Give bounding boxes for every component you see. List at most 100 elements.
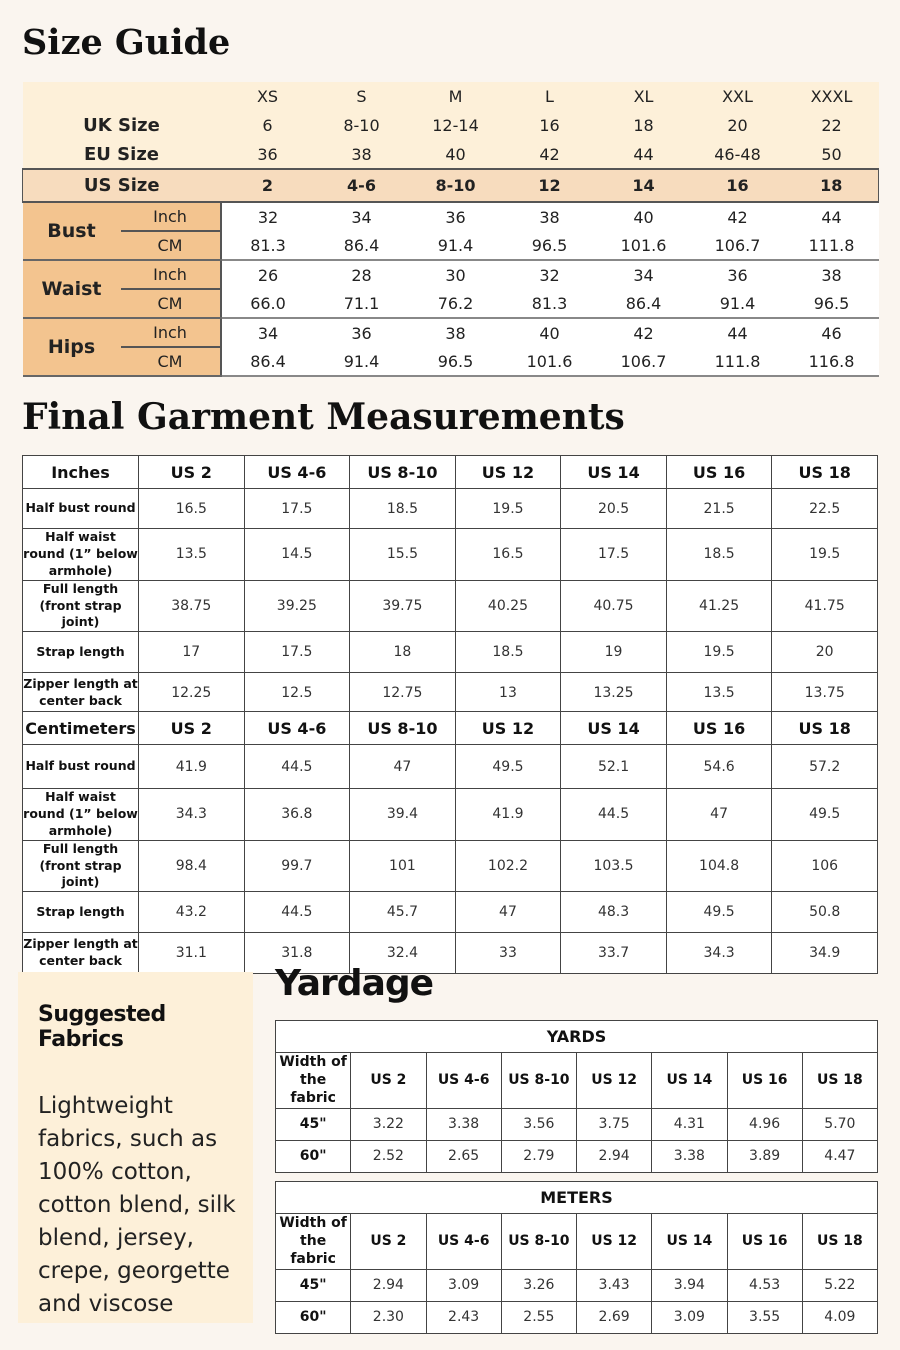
width-of-fabric-label: Width of the fabric (274, 1213, 352, 1270)
value-cell: 45.7 (349, 891, 456, 934)
value-cell: 13.75 (771, 672, 878, 715)
value-cell: 17 (138, 631, 245, 674)
measure-cell: 42 (690, 202, 785, 231)
value-cell: 49.5 (454, 744, 562, 789)
waist-inch-row: Waist Inch 26 28 30 32 34 36 38 (22, 260, 879, 319)
value-cell: 34.3 (665, 932, 773, 975)
width-of-fabric-label: Width of the fabric (274, 1052, 352, 1109)
hips-cm-row: CM 86.4 91.4 96.5 101.6 106.7 111.8 116.8 (23, 347, 879, 377)
waist-label: Waist (22, 260, 121, 319)
value-cell: 2.94 (575, 1139, 653, 1173)
uk-size-cell: 18 (596, 111, 691, 140)
eu-size-cell: 50 (784, 140, 879, 169)
measure-cell: 34 (314, 202, 409, 231)
size-column-header: US 18 (801, 1052, 879, 1109)
measure-cell: 36 (690, 260, 785, 289)
value-cell: 2.94 (350, 1268, 427, 1302)
row-label: Full length (front strap joint) (22, 839, 139, 893)
header-row: Width of the fabric US 2 US 4-6 US 8-10 US 1… (274, 1213, 879, 1270)
measure-cell: 38 (408, 318, 503, 347)
eu-size-cell: 36 (220, 140, 315, 169)
measurement-row: Zipper length at center back 12.25 12.5 12.… (22, 672, 878, 715)
size-column-header: US 4-6 (425, 1213, 502, 1270)
measure-cell: 32 (220, 202, 315, 231)
inches-header: Inches (22, 455, 139, 489)
value-cell: 3.89 (726, 1139, 803, 1173)
measure-cell: 116.8 (784, 347, 879, 377)
value-cell: 12.75 (349, 672, 456, 715)
measure-cell: 91.4 (314, 347, 409, 377)
unit-cm-label: CM (120, 347, 222, 377)
measure-cell: 44 (784, 202, 879, 231)
value-cell: 17.5 (243, 631, 351, 674)
value-cell: 44.5 (560, 788, 667, 841)
value-cell: 5.22 (801, 1268, 879, 1302)
us-size-cell: 2 (220, 168, 315, 203)
yards-caption: YARDS (275, 1020, 878, 1053)
header-row: Width of the fabric US 2 US 4-6 US 8-10 US 1… (274, 1052, 879, 1109)
value-cell: 54.6 (665, 744, 773, 789)
fabric-width-label: 60" (274, 1139, 352, 1173)
value-cell: 34.3 (138, 788, 245, 841)
measure-cell: 86.4 (314, 231, 409, 261)
bust-label: Bust (22, 202, 121, 261)
value-cell: 2.65 (425, 1139, 502, 1173)
value-cell: 13.25 (560, 672, 667, 715)
measure-cell: 71.1 (314, 289, 409, 319)
value-cell: 47 (665, 788, 773, 841)
row-label: Zipper length at center back (22, 672, 139, 715)
size-column-header: US 8-10 (500, 1052, 578, 1109)
value-cell: 2.30 (350, 1300, 427, 1334)
eu-size-cell: 44 (596, 140, 691, 169)
us-size-cell: 18 (784, 168, 879, 203)
value-cell: 36.8 (243, 788, 351, 841)
size-column-header: US 14 (560, 455, 667, 489)
unit-inch-label: Inch (120, 318, 222, 348)
value-cell: 16.5 (138, 488, 245, 529)
value-cell: 3.43 (575, 1268, 653, 1302)
row-label: Half bust round (22, 488, 139, 529)
value-cell: 18 (349, 631, 456, 674)
value-cell: 39.75 (349, 579, 456, 633)
caption-row: YARDS (275, 1020, 878, 1053)
centimeters-table: Centimeters US 2 US 4-6 US 8-10 US 12 US 14 US… (22, 711, 878, 975)
value-cell: 43.2 (138, 891, 245, 934)
measure-cell: 86.4 (596, 289, 691, 319)
us-size-cell: 8-10 (408, 168, 503, 203)
letter-size-cell: L (502, 82, 597, 111)
uk-size-cell: 6 (220, 111, 315, 140)
yardage-title: Yardage (275, 963, 434, 1004)
measure-cell: 76.2 (408, 289, 503, 319)
value-cell: 2.55 (500, 1300, 578, 1334)
value-cell: 99.7 (243, 839, 351, 893)
value-cell: 18.5 (665, 528, 773, 581)
measure-cell: 106.7 (690, 231, 785, 261)
letter-size-cell: S (314, 82, 409, 111)
hips-label: Hips (22, 318, 121, 377)
yards-table: YARDS Width of the fabric US 2 US 4-6 US 8-1… (274, 1020, 879, 1173)
size-column-header: US 16 (726, 1052, 803, 1109)
measure-cell: 28 (314, 260, 409, 289)
value-cell: 102.2 (454, 839, 562, 893)
value-cell: 18.5 (349, 488, 456, 529)
value-cell: 49.5 (665, 891, 773, 934)
fabric-width-label: 45" (274, 1107, 352, 1141)
suggested-fabrics-text: Lightweight fabrics, such as 100% cotton… (38, 1093, 236, 1317)
measurement-row: Half bust round 16.5 17.5 18.5 19.5 20.5 21.5 2… (22, 488, 878, 529)
size-column-header: US 18 (801, 1213, 879, 1270)
measure-cell: 26 (220, 260, 315, 289)
measure-cell: 91.4 (408, 231, 503, 261)
row-label: Strap length (22, 631, 139, 674)
yardage-row: 45" 2.94 3.09 3.26 3.43 3.94 4.53 5.22 (274, 1268, 879, 1302)
measure-cell: 36 (314, 318, 409, 347)
measure-cell: 32 (502, 260, 597, 289)
measurement-row: Zipper length at center back 31.1 31.8 32.4… (22, 932, 878, 975)
value-cell: 57.2 (771, 744, 878, 789)
measure-cell: 111.8 (784, 231, 879, 261)
us-size-label: US Size (22, 168, 221, 203)
value-cell: 49.5 (771, 788, 878, 841)
unit-cm-label: CM (120, 289, 222, 319)
letter-size-cell: XL (596, 82, 691, 111)
value-cell: 12.25 (138, 672, 245, 715)
empty-cell (22, 82, 221, 111)
